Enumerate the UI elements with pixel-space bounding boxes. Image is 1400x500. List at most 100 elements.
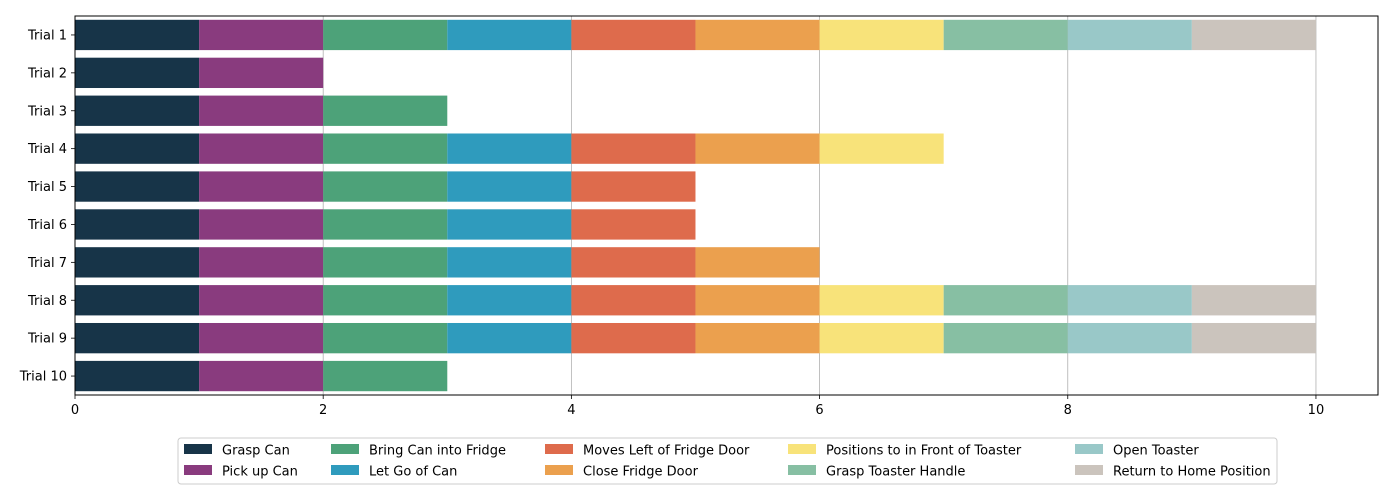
x-tick-label: 6 [815, 403, 823, 418]
bar-segment [695, 247, 820, 278]
bar-segment [75, 247, 200, 278]
bar-segment [323, 133, 448, 164]
bar-segment [571, 285, 696, 316]
bar-segment [571, 133, 696, 164]
bar-segment [323, 95, 448, 126]
bar-segment [695, 19, 820, 51]
legend-label: Positions to in Front of Toaster [826, 444, 1022, 459]
bar-segment [447, 247, 572, 278]
bar-segment [571, 209, 696, 240]
x-tick-label: 2 [319, 403, 327, 418]
bar-segment [75, 209, 200, 240]
legend-swatch [184, 465, 212, 475]
bar-segment [1067, 322, 1192, 354]
bar-segment [447, 133, 572, 164]
legend-label: Open Toaster [1113, 444, 1199, 459]
legend-swatch [788, 444, 816, 454]
legend-swatch [1075, 465, 1103, 475]
bar-segment [199, 247, 324, 278]
y-tick-label: Trial 7 [27, 256, 67, 271]
bar-segment [75, 95, 200, 126]
bar-segment [199, 171, 324, 202]
legend-label: Moves Left of Fridge Door [583, 444, 750, 459]
y-tick-label: Trial 6 [27, 218, 67, 233]
legend-swatch [545, 444, 573, 454]
bar-segment [199, 209, 324, 240]
legend: Grasp Can Pick up Can Bring Can into Fridg… [177, 437, 1278, 485]
bar-segment [571, 322, 696, 354]
bar-segment [447, 322, 572, 354]
bar-segment [1191, 322, 1316, 354]
x-tick-label: 10 [1308, 403, 1325, 418]
bar-segment [199, 360, 324, 392]
bar-segment [323, 247, 448, 278]
x-tick-label: 4 [567, 403, 575, 418]
bar-segment [199, 95, 324, 126]
bar-segment [447, 19, 572, 51]
bar-segment [943, 19, 1068, 51]
y-tick-label: Trial 9 [27, 332, 67, 347]
bar-segment [571, 171, 696, 202]
bar-segment [199, 19, 324, 51]
legend-label: Bring Can into Fridge [369, 444, 506, 459]
legend-label: Let Go of Can [369, 465, 457, 480]
bar-segment [695, 322, 820, 354]
y-tick-label: Trial 3 [27, 104, 67, 119]
y-tick-label: Trial 1 [27, 28, 67, 43]
legend-swatch [788, 465, 816, 475]
bar-segment [695, 133, 820, 164]
bar-segment [323, 19, 448, 51]
bar-segment [447, 171, 572, 202]
bar-segment [819, 322, 944, 354]
bar-segment [323, 360, 448, 392]
bar-segment [819, 19, 944, 51]
x-axis-ticks: 0 2 4 6 8 10 [71, 395, 1324, 418]
plot-frame [74, 15, 1379, 396]
bar-segment [695, 285, 820, 316]
bars [75, 19, 1316, 392]
bar-segment [323, 285, 448, 316]
bar-segment [75, 57, 200, 89]
bar-segment [943, 322, 1068, 354]
bar-segment [75, 285, 200, 316]
bar-segment [571, 247, 696, 278]
y-axis-ticks: Trial 1 Trial 2 Trial 3 Trial 4 Trial 5 Trial… [19, 28, 75, 385]
y-tick-label: Trial 10 [19, 370, 67, 385]
bar-segment [75, 19, 200, 51]
bar-segment [1067, 285, 1192, 316]
legend-label: Pick up Can [222, 465, 298, 480]
legend-label: Return to Home Position [1113, 465, 1271, 480]
bar-segment [199, 322, 324, 354]
x-tick-label: 0 [71, 403, 79, 418]
bar-segment [323, 171, 448, 202]
bar-segment [819, 285, 944, 316]
bar-segment [75, 322, 200, 354]
bar-segment [1067, 19, 1192, 51]
bar-segment [447, 209, 572, 240]
y-tick-label: Trial 4 [27, 142, 67, 157]
legend-swatch [331, 444, 359, 454]
y-tick-label: Trial 5 [27, 180, 67, 195]
y-tick-label: Trial 8 [27, 294, 67, 309]
bar-segment [199, 133, 324, 164]
bar-segment [323, 209, 448, 240]
bar-segment [199, 285, 324, 316]
bar-segment [75, 171, 200, 202]
bar-segment [1191, 285, 1316, 316]
legend-box [177, 437, 1278, 485]
bar-segment [571, 19, 696, 51]
bar-segment [323, 322, 448, 354]
bar-segment [819, 133, 944, 164]
y-tick-label: Trial 2 [27, 66, 67, 81]
legend-swatch [545, 465, 573, 475]
bar-segment [1191, 19, 1316, 51]
bar-segment [75, 133, 200, 164]
legend-label: Close Fridge Door [583, 465, 699, 480]
bar-segment [199, 57, 324, 89]
bar-segment [447, 285, 572, 316]
legend-swatch [184, 444, 212, 454]
legend-label: Grasp Toaster Handle [826, 465, 965, 480]
legend-swatch [1075, 444, 1103, 454]
legend-swatch [331, 465, 359, 475]
